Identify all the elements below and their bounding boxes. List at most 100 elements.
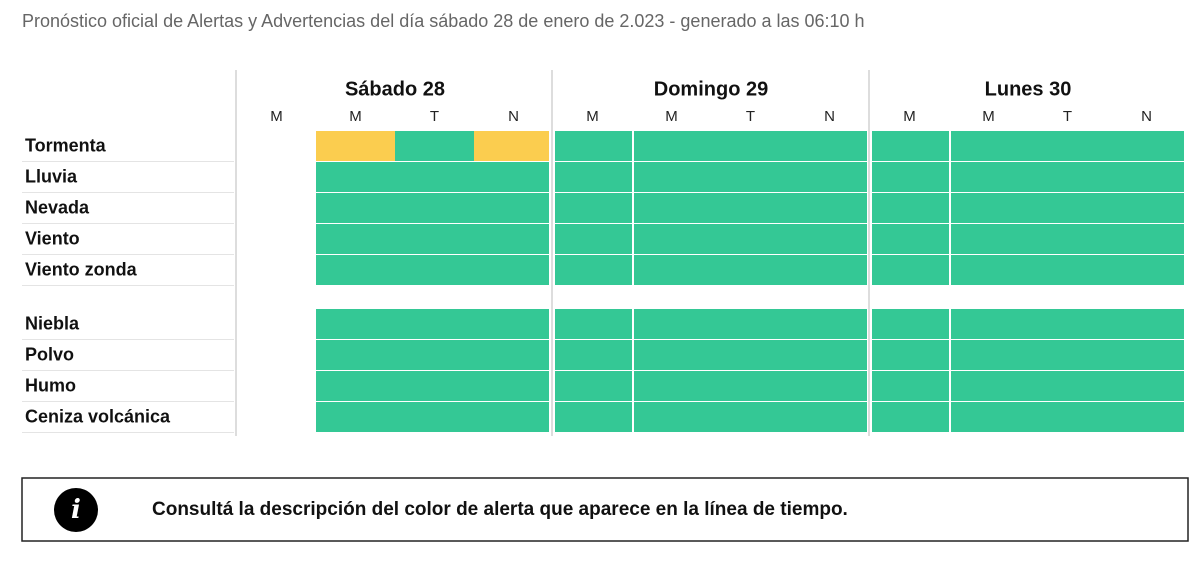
alert-cell <box>951 162 1030 192</box>
period-label: M <box>903 108 916 125</box>
row-label: Lluvia <box>25 166 78 186</box>
alert-cell <box>951 371 1030 401</box>
period-label: M <box>270 108 283 125</box>
alert-cell <box>713 224 792 254</box>
alert-cell <box>1030 255 1109 285</box>
alert-cell <box>555 162 632 192</box>
alert-cell <box>951 402 1030 432</box>
alert-cell <box>634 371 713 401</box>
period-label: T <box>1063 108 1072 125</box>
alert-cell <box>555 224 632 254</box>
alert-cell <box>792 340 867 370</box>
period-label: N <box>508 108 519 125</box>
alert-cell <box>1030 371 1109 401</box>
period-label: N <box>1141 108 1152 125</box>
alert-cell <box>395 193 474 223</box>
alert-cell <box>316 402 395 432</box>
day-name: Domingo 29 <box>654 78 768 100</box>
alert-cell <box>395 402 474 432</box>
alert-cell <box>474 255 549 285</box>
note-box <box>21 477 1189 542</box>
alert-cell <box>634 402 713 432</box>
alert-cell <box>555 193 632 223</box>
alert-cell <box>951 340 1030 370</box>
alert-cell <box>555 340 632 370</box>
alert-cell <box>951 224 1030 254</box>
alert-cell <box>474 371 549 401</box>
period-label: T <box>746 108 755 125</box>
alert-cell <box>872 402 949 432</box>
alert-cell <box>792 224 867 254</box>
alert-cell <box>395 340 474 370</box>
alert-cell <box>1109 193 1184 223</box>
alert-cell <box>634 162 713 192</box>
alert-cell <box>792 131 867 161</box>
alert-cell <box>474 309 549 339</box>
row-label: Viento zonda <box>25 259 138 279</box>
alert-cell <box>872 309 949 339</box>
alert-cell <box>1109 224 1184 254</box>
alert-cell <box>1030 340 1109 370</box>
alert-cell <box>555 131 632 161</box>
row-label: Nevada <box>25 197 90 217</box>
alert-cell <box>1030 162 1109 192</box>
alert-cell <box>872 371 949 401</box>
alert-cell <box>316 162 395 192</box>
alert-cell <box>395 224 474 254</box>
alert-cell <box>555 255 632 285</box>
alert-cell <box>395 162 474 192</box>
alert-cell <box>1030 309 1109 339</box>
alert-cell <box>634 340 713 370</box>
alert-cell <box>1109 162 1184 192</box>
alert-cell <box>395 131 474 161</box>
alert-cell <box>395 255 474 285</box>
alert-cell <box>1109 340 1184 370</box>
alert-cell <box>951 255 1030 285</box>
alert-cell <box>951 131 1030 161</box>
alert-cell <box>951 309 1030 339</box>
alert-cell <box>474 162 549 192</box>
period-label: M <box>349 108 362 125</box>
alert-cell <box>316 340 395 370</box>
period-label: M <box>665 108 678 125</box>
alert-cell <box>1030 131 1109 161</box>
alert-cell <box>474 340 549 370</box>
alert-cell <box>792 193 867 223</box>
period-label: M <box>982 108 995 125</box>
alert-cell <box>872 193 949 223</box>
alert-cell <box>713 340 792 370</box>
alert-cell <box>474 224 549 254</box>
alert-cell <box>1109 402 1184 432</box>
alert-cell <box>713 193 792 223</box>
period-label: M <box>586 108 599 125</box>
alert-cell <box>1030 402 1109 432</box>
note-text: Consultá la descripción del color de ale… <box>152 499 848 520</box>
alert-cell <box>634 193 713 223</box>
alert-cell <box>792 309 867 339</box>
alert-cell <box>713 255 792 285</box>
alert-cell <box>792 255 867 285</box>
period-label: N <box>824 108 835 125</box>
alert-cell <box>872 162 949 192</box>
alert-cell <box>555 371 632 401</box>
row-label: Humo <box>25 375 76 395</box>
alert-cell <box>634 131 713 161</box>
row-label: Polvo <box>25 344 74 364</box>
alert-cell <box>713 309 792 339</box>
alert-cell <box>634 224 713 254</box>
alert-cell <box>1030 193 1109 223</box>
alert-cell <box>634 255 713 285</box>
alert-cell <box>474 402 549 432</box>
day-name: Sábado 28 <box>345 78 445 100</box>
alert-cell <box>792 402 867 432</box>
alert-cell <box>872 340 949 370</box>
alert-cell <box>792 162 867 192</box>
alert-cell <box>713 402 792 432</box>
alert-cell <box>316 224 395 254</box>
alert-cell <box>872 255 949 285</box>
alert-cell <box>713 371 792 401</box>
page-title: Pronóstico oficial de Alertas y Adverten… <box>22 11 865 31</box>
alert-cell <box>395 371 474 401</box>
alert-cell <box>316 371 395 401</box>
